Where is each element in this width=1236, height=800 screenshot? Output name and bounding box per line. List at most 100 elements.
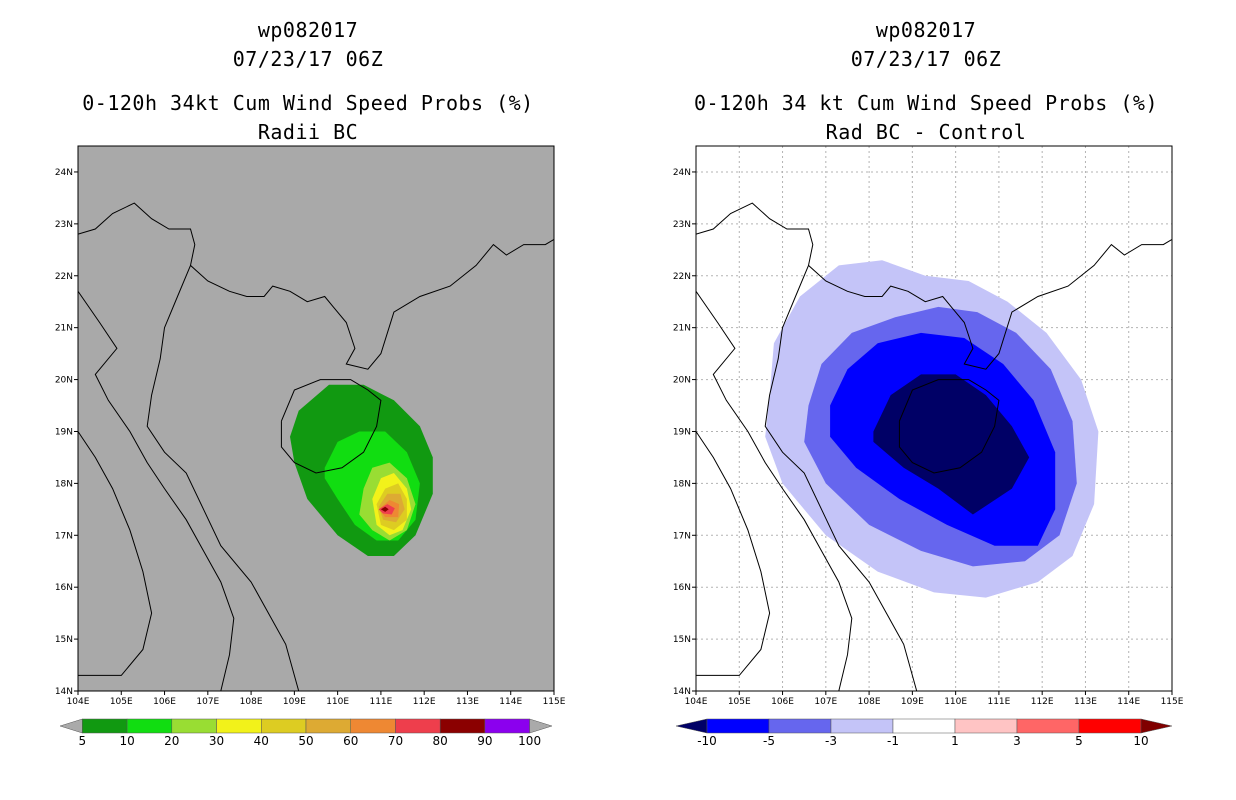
right-laos-border — [696, 291, 853, 691]
left-vietnam-coast — [146, 265, 300, 691]
right-colorbar-over-arrow — [1140, 718, 1173, 734]
right-xtick-label-4: 108E — [858, 697, 881, 707]
right-xtick-label-5: 109E — [901, 697, 924, 707]
left-colorbar-segment-0 — [82, 718, 128, 734]
left-laos-border — [78, 291, 235, 691]
left-coastline — [78, 202, 554, 370]
right-hainan-outline — [898, 379, 1000, 474]
left-ytick-label-6: 20N — [55, 376, 73, 386]
left-xtick-label-0: 104E — [67, 697, 90, 707]
left-thai-border — [78, 431, 153, 676]
left-colorbar-segment-5 — [305, 718, 351, 734]
right-xtick-label-2: 106E — [771, 697, 794, 707]
right-thai-border — [696, 431, 771, 676]
left-colorbar-segment-1 — [126, 718, 173, 734]
left-colorbar-label-7: 70 — [388, 734, 403, 748]
right-colorbar-segment-0 — [706, 718, 770, 734]
left-colorbar-label-8: 80 — [433, 734, 448, 748]
right-title-line3: 0-120h 34 kt Cum Wind Speed Probs (%) — [693, 91, 1159, 115]
right-xtick-label-9: 113E — [1074, 697, 1097, 707]
right-ytick-label-3: 17N — [673, 531, 691, 541]
left-colorbar-label-4: 40 — [254, 734, 269, 748]
left-ytick-label-10: 24N — [55, 168, 73, 178]
left-ytick-label-5: 19N — [55, 427, 73, 437]
right-xtick-label-7: 111E — [987, 697, 1010, 707]
left-title-line1: wp082017 — [257, 18, 359, 42]
right-colorbar-label-3: -1 — [887, 734, 899, 748]
right-title-line2: 07/23/17 06Z — [850, 47, 1002, 71]
left-colorbar-label-10: 100 — [518, 734, 541, 748]
left-colorbar-segment-6 — [350, 718, 396, 734]
right-title-line1: wp082017 — [875, 18, 977, 42]
left-colorbar-under-arrow — [59, 718, 83, 734]
right-ytick-label-10: 24N — [673, 168, 691, 178]
left-colorbar-segment-7 — [395, 718, 441, 734]
left-colorbar-label-5: 50 — [298, 734, 313, 748]
right-colorbar-segment-4 — [954, 718, 1018, 734]
right-ytick-label-4: 18N — [673, 479, 691, 489]
left-ytick-label-0: 14N — [55, 687, 73, 697]
right-colorbar-label-2: -3 — [825, 734, 837, 748]
right-ytick-label-9: 23N — [673, 220, 691, 230]
left-colorbar-segment-9 — [484, 718, 530, 734]
left-colorbar-segment-3 — [216, 718, 262, 734]
left-ytick-label-9: 23N — [55, 220, 73, 230]
right-ytick-label-1: 15N — [673, 635, 691, 645]
left-ytick-label-7: 21N — [55, 324, 73, 334]
left-hainan-outline — [280, 379, 382, 474]
right-ytick-label-7: 21N — [673, 324, 691, 334]
left-chart: 104E 105E 106E 107E 108E 109E 110E 111E 112E 113E… — [55, 145, 566, 748]
right-ytick-label-5: 19N — [673, 427, 691, 437]
right-colorbar-under-arrow — [675, 718, 708, 734]
right-xtick-label-1: 105E — [728, 697, 751, 707]
left-xtick-label-7: 111E — [369, 697, 392, 707]
left-xtick-label-3: 107E — [196, 697, 219, 707]
right-colorbar-label-4: 1 — [951, 734, 959, 748]
left-colorbar-over-arrow — [529, 718, 553, 734]
left-colorbar-label-6: 60 — [343, 734, 358, 748]
right-xtick-label-0: 104E — [685, 697, 708, 707]
right-ytick-label-8: 22N — [673, 272, 691, 282]
left-title-line3: 0-120h 34kt Cum Wind Speed Probs (%) — [82, 91, 534, 115]
right-xtick-label-11: 115E — [1161, 697, 1184, 707]
left-ytick-label-3: 17N — [55, 531, 73, 541]
left-xtick-label-9: 113E — [456, 697, 479, 707]
right-colorbar-segment-2 — [830, 718, 894, 734]
right-contour--10 — [873, 374, 1030, 515]
left-title-line4: Radii BC — [257, 120, 359, 144]
left-ytick-label-8: 22N — [55, 272, 73, 282]
left-ytick-label-1: 15N — [55, 635, 73, 645]
left-xtick-label-4: 108E — [240, 697, 263, 707]
left-xtick-label-8: 112E — [413, 697, 436, 707]
right-ytick-label-6: 20N — [673, 376, 691, 386]
right-chart: 104E 105E 106E 107E 108E 109E 110E 111E 112E 113E… — [673, 145, 1184, 748]
right-ytick-label-0: 14N — [673, 687, 691, 697]
right-colorbar-label-7: 10 — [1133, 734, 1148, 748]
left-colorbar-segment-4 — [261, 718, 307, 734]
left-xtick-label-11: 115E — [543, 697, 566, 707]
left-xtick-label-5: 109E — [283, 697, 306, 707]
left-ytick-label-4: 18N — [55, 479, 73, 489]
left-xtick-label-1: 105E — [110, 697, 133, 707]
left-ytick-label-2: 16N — [55, 583, 73, 593]
left-contour-80 — [380, 506, 389, 512]
right-colorbar-segment-3 — [892, 718, 956, 734]
left-xtick-label-6: 110E — [326, 697, 349, 707]
right-ytick-label-2: 16N — [673, 583, 691, 593]
left-colorbar-segment-2 — [171, 718, 217, 734]
left-colorbar-label-1: 10 — [119, 734, 134, 748]
right-xtick-label-8: 112E — [1031, 697, 1054, 707]
left-colorbar-label-9: 90 — [477, 734, 492, 748]
left-title-line2: 07/23/17 06Z — [232, 47, 384, 71]
right-colorbar-label-5: 3 — [1013, 734, 1021, 748]
right-colorbar-label-1: -5 — [763, 734, 775, 748]
right-plot-frame — [695, 145, 1173, 692]
left-colorbar-label-2: 20 — [164, 734, 179, 748]
right-colorbar-label-0: -10 — [697, 734, 717, 748]
right-xtick-label-10: 114E — [1117, 697, 1140, 707]
right-coastline — [696, 202, 1172, 370]
left-plot-frame — [77, 145, 555, 692]
right-colorbar-segment-6 — [1078, 718, 1142, 734]
right-colorbar-segment-1 — [768, 718, 832, 734]
